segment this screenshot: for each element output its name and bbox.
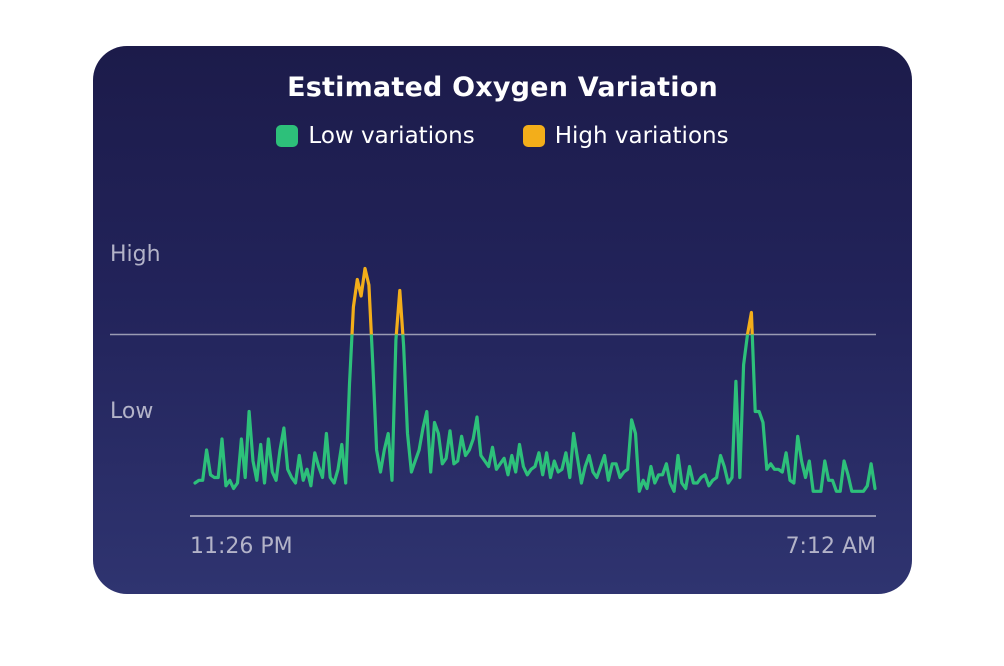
x-tick-label-start: 11:26 PM xyxy=(190,534,293,559)
series-line-low-variations xyxy=(193,334,877,493)
oxygen-variation-card: Estimated Oxygen Variation Low variation… xyxy=(93,46,912,594)
x-tick-label-end: 7:12 AM xyxy=(786,534,876,559)
legend-label-high: High variations xyxy=(554,123,729,149)
legend-swatch-low xyxy=(276,125,299,147)
chart-legend: Low variations High variations xyxy=(93,123,912,149)
legend-swatch-high xyxy=(522,125,545,147)
chart-svg: High Low 11:26 PM 7:12 AM xyxy=(110,242,877,559)
legend-item-low: Low variations xyxy=(276,123,475,149)
chart-title: Estimated Oxygen Variation xyxy=(287,72,718,103)
legend-item-high: High variations xyxy=(522,123,729,149)
legend-label-low: Low variations xyxy=(308,123,475,149)
series-group xyxy=(193,266,877,493)
y-tick-label-low: Low xyxy=(110,399,153,424)
y-tick-label-high: High xyxy=(110,242,161,267)
series-line-high-variations xyxy=(350,266,754,335)
